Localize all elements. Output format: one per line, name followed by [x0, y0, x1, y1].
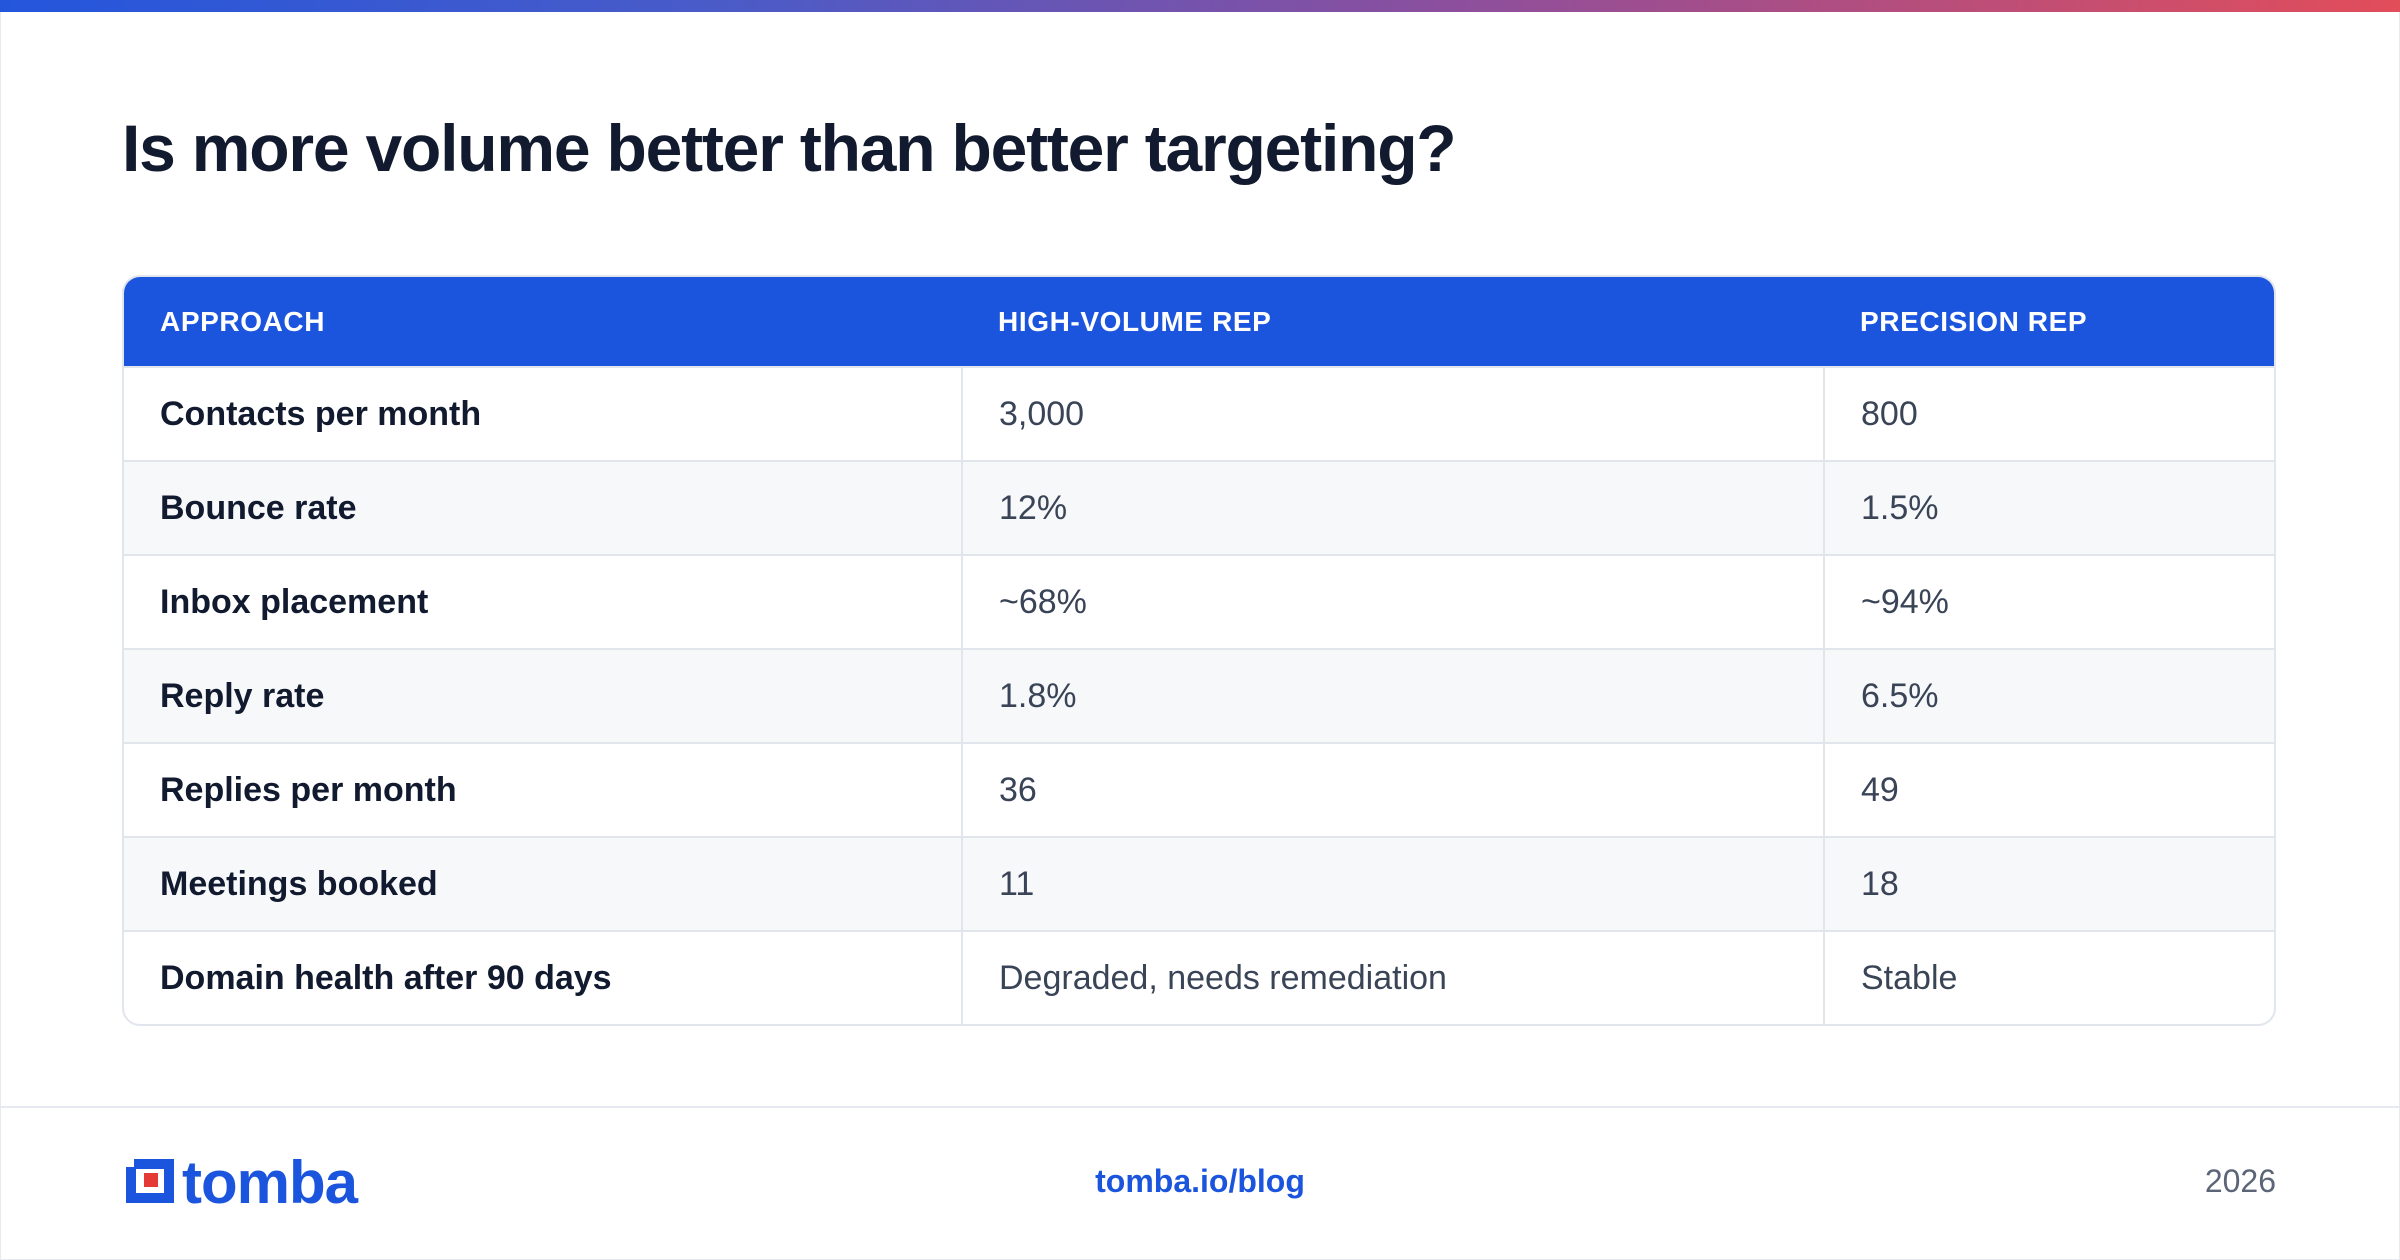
precision-value: 6.5% [1823, 648, 2274, 743]
high-volume-value: 12% [961, 460, 1824, 555]
row-label: Domain health after 90 days [124, 930, 962, 1024]
logo-wordmark: tomba [182, 1149, 358, 1216]
precision-value: 49 [1823, 742, 2274, 837]
table-row: Inbox placement ~68% ~94% [124, 554, 2274, 649]
top-gradient-bar [0, 0, 2400, 12]
high-volume-value: 1.8% [961, 648, 1824, 743]
table-row: Bounce rate 12% 1.5% [124, 460, 2274, 555]
table-header-row: APPROACH HIGH-VOLUME REP PRECISION REP [124, 277, 2274, 367]
table-row: Replies per month 36 49 [124, 742, 2274, 837]
header-high-volume-rep: HIGH-VOLUME REP [998, 305, 1272, 337]
table-row: Meetings booked 11 18 [124, 836, 2274, 931]
row-label: Meetings booked [124, 836, 962, 931]
row-label: Reply rate [124, 648, 962, 743]
high-volume-value: 11 [961, 836, 1824, 931]
table-row: Reply rate 1.8% 6.5% [124, 648, 2274, 743]
row-label: Inbox placement [124, 554, 962, 649]
high-volume-value: ~68% [961, 554, 1824, 649]
row-label: Contacts per month [124, 366, 962, 461]
high-volume-value: 3,000 [961, 366, 1824, 461]
page-title: Is more volume better than better target… [122, 111, 1457, 185]
footer-year: 2026 [2204, 1163, 2276, 1199]
table-row: Contacts per month 3,000 800 [124, 366, 2274, 461]
tomba-logo-mark-icon [122, 1154, 178, 1212]
precision-value: Stable [1823, 930, 2274, 1024]
precision-value: ~94% [1823, 554, 2274, 649]
tomba-logo[interactable]: tomba [122, 1149, 358, 1216]
precision-value: 800 [1823, 366, 2274, 461]
high-volume-value: Degraded, needs remediation [961, 930, 1824, 1024]
footer-divider [0, 1106, 2400, 1108]
precision-value: 18 [1823, 836, 2274, 931]
precision-value: 1.5% [1823, 460, 2274, 555]
row-label: Bounce rate [124, 460, 962, 555]
header-precision-rep: PRECISION REP [1860, 305, 2088, 337]
high-volume-value: 36 [961, 742, 1824, 837]
blog-link[interactable]: tomba.io/blog [1095, 1163, 1305, 1199]
row-label: Replies per month [124, 742, 962, 837]
table-row: Domain health after 90 days Degraded, ne… [124, 930, 2274, 1024]
header-approach: APPROACH [160, 305, 326, 337]
comparison-table-card: APPROACH HIGH-VOLUME REP PRECISION REP C… [122, 275, 2276, 1026]
comparison-table: APPROACH HIGH-VOLUME REP PRECISION REP C… [124, 277, 2274, 1024]
